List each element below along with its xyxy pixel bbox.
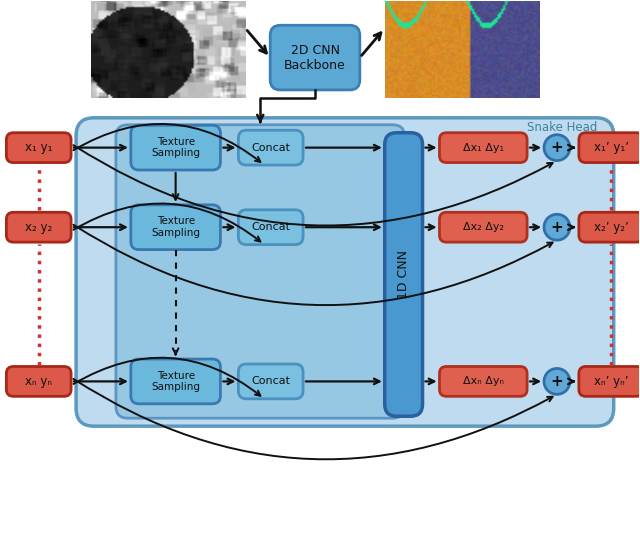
FancyBboxPatch shape [238, 364, 303, 399]
Text: Snake Head: Snake Head [527, 121, 597, 134]
Text: Texture
Sampling: Texture Sampling [151, 216, 200, 238]
Text: Texture
Sampling: Texture Sampling [151, 137, 200, 158]
FancyBboxPatch shape [270, 25, 360, 90]
FancyBboxPatch shape [6, 212, 71, 242]
Circle shape [544, 214, 570, 240]
Text: 1D CNN: 1D CNN [397, 250, 410, 299]
Text: x₁’ y₁’: x₁’ y₁’ [594, 141, 628, 154]
FancyBboxPatch shape [6, 366, 71, 396]
Text: 2D CNN
Backbone: 2D CNN Backbone [284, 43, 346, 71]
Text: x₂’ y₂’: x₂’ y₂’ [594, 221, 628, 234]
Text: Δx₂ Δy₂: Δx₂ Δy₂ [463, 222, 504, 232]
Circle shape [544, 135, 570, 161]
Text: Concat: Concat [252, 376, 290, 387]
FancyBboxPatch shape [579, 133, 640, 163]
Text: +: + [550, 374, 563, 389]
Text: xₙ yₙ: xₙ yₙ [25, 375, 52, 388]
FancyBboxPatch shape [440, 133, 527, 163]
FancyBboxPatch shape [579, 212, 640, 242]
Text: +: + [550, 220, 563, 235]
FancyBboxPatch shape [385, 133, 422, 416]
Text: x₁ y₁: x₁ y₁ [25, 141, 52, 154]
Text: +: + [550, 140, 563, 155]
FancyBboxPatch shape [116, 125, 404, 418]
Text: Concat: Concat [252, 222, 290, 232]
FancyBboxPatch shape [440, 366, 527, 396]
FancyBboxPatch shape [131, 205, 220, 250]
FancyBboxPatch shape [579, 366, 640, 396]
FancyBboxPatch shape [131, 359, 220, 404]
Text: x₂ y₂: x₂ y₂ [25, 221, 52, 234]
Text: Concat: Concat [252, 143, 290, 153]
FancyBboxPatch shape [6, 133, 71, 163]
FancyBboxPatch shape [76, 118, 614, 426]
Text: xₙ’ yₙ’: xₙ’ yₙ’ [594, 375, 628, 388]
Text: Δxₙ Δyₙ: Δxₙ Δyₙ [463, 376, 504, 387]
Text: Texture
Sampling: Texture Sampling [151, 371, 200, 392]
FancyBboxPatch shape [440, 212, 527, 242]
FancyBboxPatch shape [131, 125, 220, 170]
FancyBboxPatch shape [238, 210, 303, 245]
FancyBboxPatch shape [238, 130, 303, 165]
Text: Δx₁ Δy₁: Δx₁ Δy₁ [463, 143, 504, 153]
Circle shape [544, 368, 570, 394]
